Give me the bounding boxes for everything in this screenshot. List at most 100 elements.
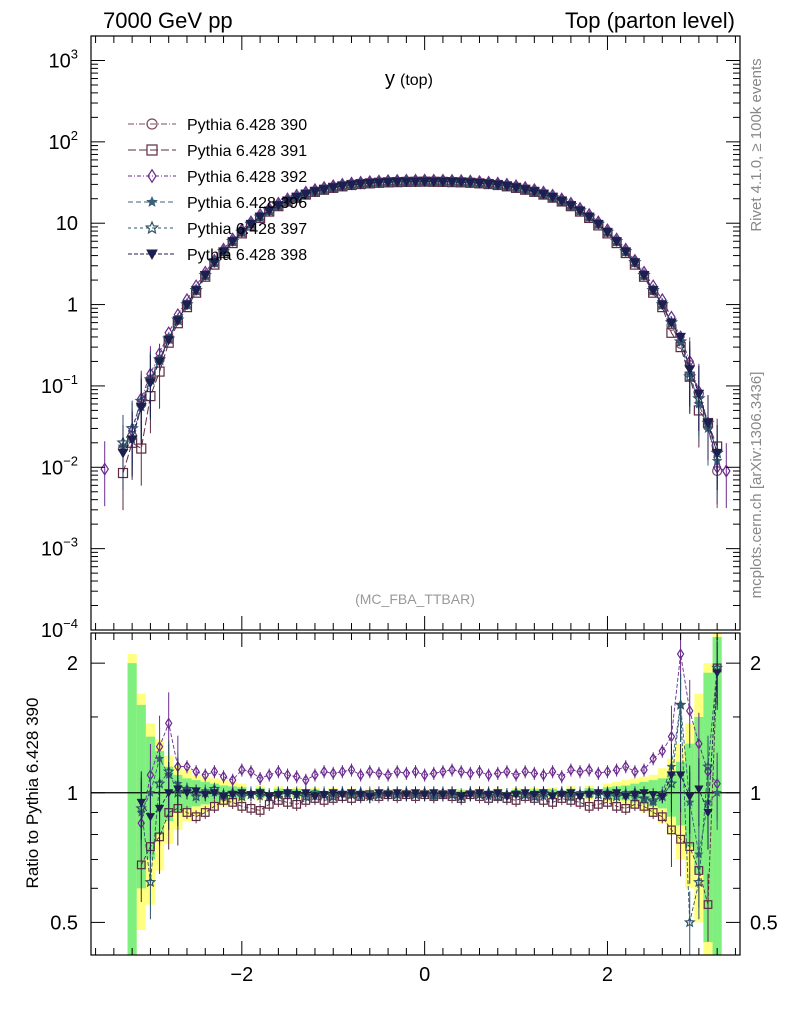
ratio-point bbox=[210, 765, 219, 778]
ratio-point bbox=[209, 789, 220, 798]
ytick-exp: 3 bbox=[71, 46, 78, 61]
band-green-bin bbox=[127, 663, 137, 955]
ratio-point bbox=[374, 789, 384, 798]
header-left: 7000 GeV pp bbox=[103, 8, 233, 33]
ratio-point bbox=[538, 789, 549, 798]
ratio-point bbox=[685, 842, 695, 851]
ytick-exp: 2 bbox=[71, 128, 78, 143]
data-point bbox=[629, 258, 641, 268]
data-point bbox=[145, 378, 156, 389]
data-point bbox=[556, 196, 568, 207]
ytick-exp: −3 bbox=[63, 535, 78, 550]
ratio-point bbox=[439, 765, 447, 778]
ratio-point bbox=[457, 765, 465, 778]
ratio-point bbox=[366, 765, 374, 778]
ratio-point bbox=[593, 789, 603, 798]
ratio-ytick-label: 2 bbox=[67, 653, 78, 675]
ratio-point bbox=[246, 803, 256, 813]
ratio-point bbox=[674, 698, 687, 710]
legend-marker bbox=[146, 195, 158, 207]
ratio-point bbox=[657, 793, 667, 802]
main-series-layer bbox=[100, 173, 731, 511]
ratio-series-layer bbox=[135, 633, 723, 955]
ratio-point bbox=[657, 812, 667, 822]
ratio-point bbox=[567, 764, 575, 776]
ratio-point bbox=[685, 793, 695, 802]
ratio-point bbox=[383, 791, 393, 800]
ratio-series-4 bbox=[136, 641, 722, 854]
ratio-point bbox=[584, 791, 594, 800]
data-point bbox=[446, 177, 458, 188]
data-point bbox=[327, 183, 339, 193]
legend-label: Pythia 6.428 390 bbox=[187, 117, 307, 134]
ratio-point bbox=[329, 767, 337, 780]
axes-frames bbox=[90, 35, 741, 956]
data-point bbox=[437, 177, 449, 188]
ratio-point bbox=[521, 765, 529, 778]
ratio-point bbox=[292, 770, 301, 783]
data-point bbox=[547, 193, 558, 203]
ratio-point bbox=[301, 789, 311, 798]
ratio-ytick-label-right: 0.5 bbox=[750, 912, 778, 934]
ratio-point bbox=[676, 648, 685, 660]
ratio-point bbox=[539, 769, 548, 781]
data-point bbox=[373, 178, 385, 189]
ratio-point bbox=[529, 791, 539, 800]
legend-entry: Pythia 6.428 397 bbox=[128, 220, 307, 238]
data-point bbox=[464, 178, 476, 189]
ratio-point bbox=[347, 764, 356, 776]
ratio-point bbox=[557, 791, 567, 800]
ytick-base: 10 bbox=[41, 539, 63, 561]
ratio-point bbox=[502, 793, 512, 802]
legend-label: Pythia 6.428 397 bbox=[187, 221, 307, 238]
plot-title: y bbox=[385, 68, 395, 90]
ratio-point bbox=[310, 793, 320, 802]
xtick-label: 2 bbox=[602, 964, 613, 986]
ratio-point bbox=[200, 791, 210, 800]
legend: Pythia 6.428 390 Pythia 6.428 391 Pythia 6… bbox=[128, 117, 307, 264]
ratio-point bbox=[667, 825, 676, 835]
ratio-point bbox=[693, 876, 705, 888]
data-point bbox=[364, 179, 376, 189]
ratio-point bbox=[192, 765, 200, 778]
ratio-point bbox=[675, 771, 686, 780]
ratio-point bbox=[658, 745, 667, 757]
data-point bbox=[236, 227, 248, 238]
data-point bbox=[154, 366, 165, 377]
legend-label: Pythia 6.428 392 bbox=[187, 169, 307, 186]
ratio-point bbox=[695, 737, 703, 750]
ratio-point bbox=[401, 791, 412, 800]
data-point bbox=[592, 219, 604, 230]
ratio-point bbox=[283, 769, 292, 781]
ratio-point bbox=[328, 789, 338, 798]
ratio-point bbox=[182, 789, 192, 798]
ratio-point bbox=[566, 789, 576, 798]
ytick-label: 10−1 bbox=[41, 372, 78, 398]
ratio-point bbox=[183, 760, 191, 773]
ratio-point bbox=[264, 793, 274, 802]
data-point bbox=[401, 177, 412, 188]
legend-marker bbox=[144, 220, 160, 235]
data-point bbox=[163, 335, 175, 346]
ratio-point bbox=[594, 767, 603, 780]
ratio-point bbox=[337, 791, 348, 800]
data-point bbox=[190, 286, 202, 296]
ratio-point bbox=[493, 789, 503, 798]
ratio-point bbox=[411, 765, 420, 778]
legend-entry: Pythia 6.428 396 bbox=[128, 195, 307, 212]
ratio-point bbox=[136, 860, 146, 870]
data-point bbox=[117, 448, 129, 459]
data-point bbox=[355, 179, 367, 190]
ratio-point bbox=[475, 765, 484, 778]
ratio-point bbox=[356, 769, 365, 781]
ratio-point bbox=[392, 789, 402, 798]
data-point bbox=[254, 212, 266, 223]
data-point bbox=[300, 189, 312, 200]
ratio-ytick-label-right: 1 bbox=[750, 783, 761, 805]
data-point bbox=[638, 271, 650, 281]
ratio-point bbox=[511, 791, 521, 800]
data-point bbox=[528, 187, 540, 197]
data-point bbox=[684, 365, 696, 375]
ratio-point bbox=[274, 765, 283, 778]
data-point bbox=[510, 183, 522, 193]
